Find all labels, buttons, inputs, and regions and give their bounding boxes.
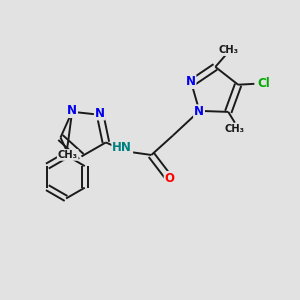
- Text: CH₃: CH₃: [218, 45, 238, 55]
- Text: N: N: [194, 105, 204, 118]
- Text: Cl: Cl: [257, 77, 270, 90]
- Text: O: O: [165, 172, 175, 185]
- Text: N: N: [67, 104, 77, 117]
- Text: HN: HN: [112, 141, 132, 154]
- Text: N: N: [95, 106, 105, 119]
- Text: CH₃: CH₃: [225, 124, 245, 134]
- Text: N: N: [185, 75, 196, 88]
- Text: CH₃: CH₃: [58, 150, 78, 160]
